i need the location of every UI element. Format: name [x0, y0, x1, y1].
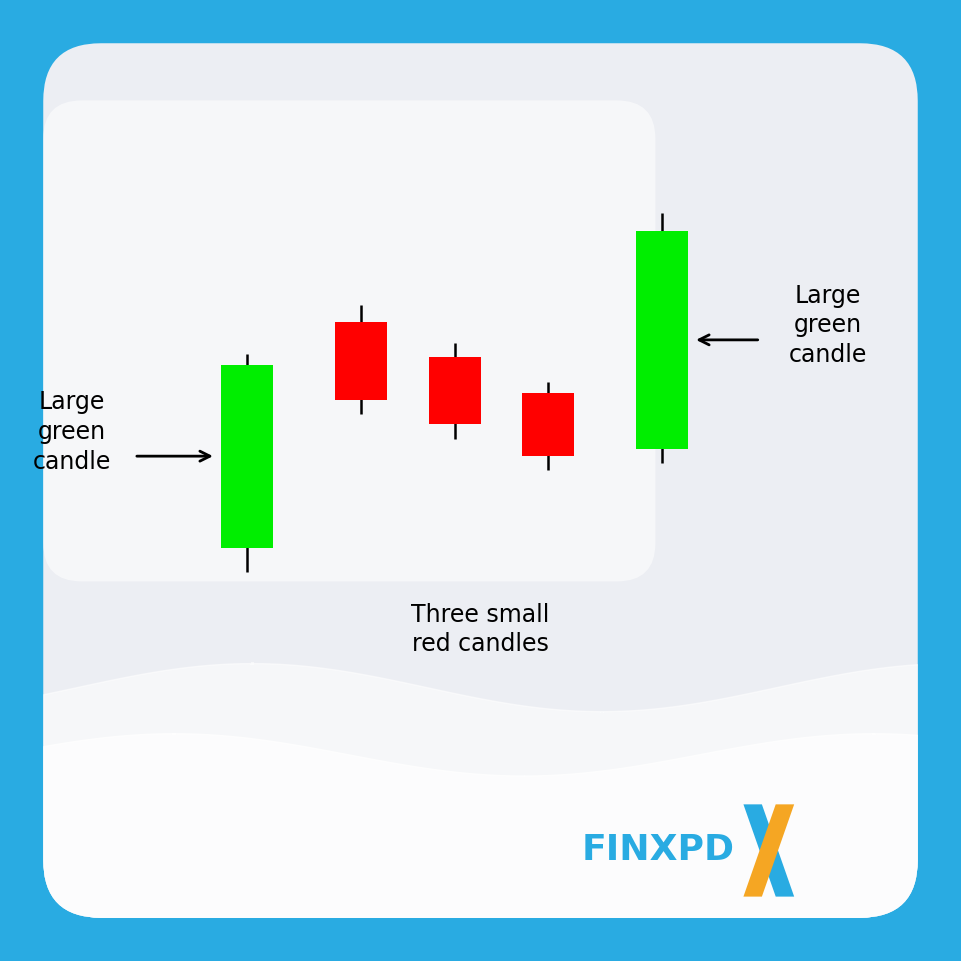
- FancyBboxPatch shape: [43, 43, 918, 918]
- FancyBboxPatch shape: [43, 101, 655, 581]
- Text: FINXPD: FINXPD: [581, 833, 735, 868]
- Polygon shape: [744, 804, 794, 897]
- Polygon shape: [744, 804, 794, 897]
- Bar: [636, 231, 688, 449]
- Bar: [522, 393, 574, 456]
- Bar: [221, 364, 273, 548]
- Bar: [429, 357, 480, 425]
- Text: Large
green
candle: Large green candle: [33, 390, 111, 474]
- Text: Large
green
candle: Large green candle: [789, 283, 867, 367]
- Text: Three small
red candles: Three small red candles: [411, 603, 550, 656]
- Bar: [335, 322, 387, 400]
